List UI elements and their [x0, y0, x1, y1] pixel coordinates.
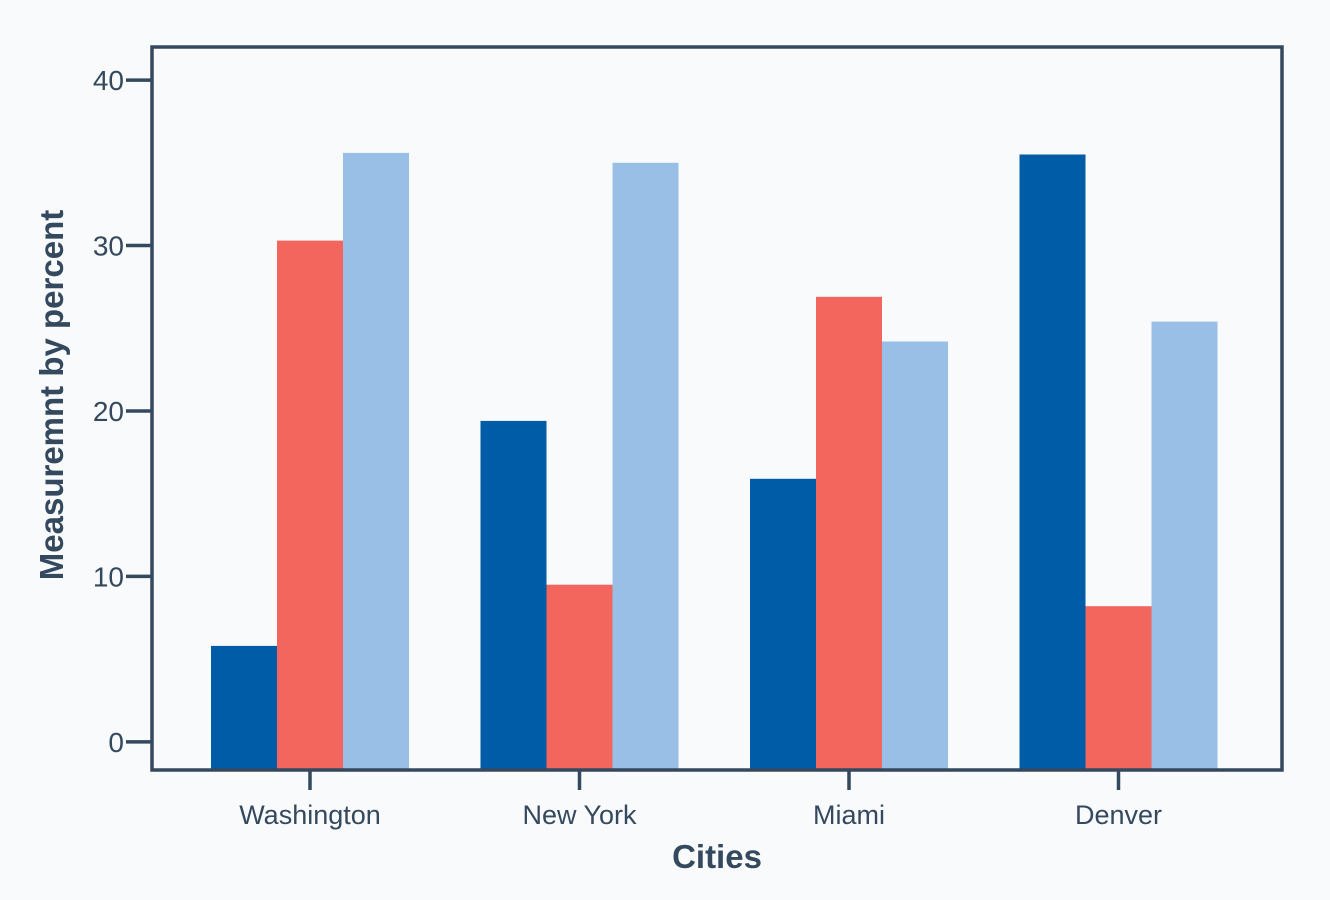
bar-new-york-series-1 [480, 420, 547, 770]
x-tick-label: Miami [813, 800, 885, 830]
bar-miami-series-2 [816, 296, 882, 770]
bar-denver-series-3 [1151, 321, 1218, 770]
bar-miami-series-1 [750, 478, 816, 770]
bar-washington-series-2 [277, 240, 343, 771]
y-tick-label: 40 [93, 65, 124, 96]
x-axis: Washington New York Miami Denver [239, 770, 1162, 830]
y-tick-label: 10 [93, 561, 124, 592]
y-tick-label: 30 [93, 231, 124, 262]
plot-frame [150, 45, 1284, 772]
bar-denver-series-1 [1019, 154, 1086, 770]
x-tick-label: Washington [239, 800, 381, 830]
bar-new-york-series-3 [612, 162, 679, 771]
y-axis: 0 10 20 30 40 [93, 65, 152, 758]
bar-miami-series-3 [882, 341, 948, 770]
y-axis-label: Measuremnt by percent [33, 210, 70, 580]
x-tick-label: Denver [1075, 800, 1162, 830]
bars-layer [211, 152, 1218, 771]
y-tick-label: 20 [93, 396, 124, 427]
x-axis-label: Cities [672, 838, 762, 875]
bar-new-york-series-2 [546, 584, 613, 770]
bar-washington-series-3 [343, 152, 409, 770]
bar-denver-series-2 [1085, 606, 1152, 770]
bar-washington-series-1 [211, 645, 277, 770]
y-tick-label: 0 [108, 727, 124, 758]
x-tick-label: New York [522, 800, 637, 830]
